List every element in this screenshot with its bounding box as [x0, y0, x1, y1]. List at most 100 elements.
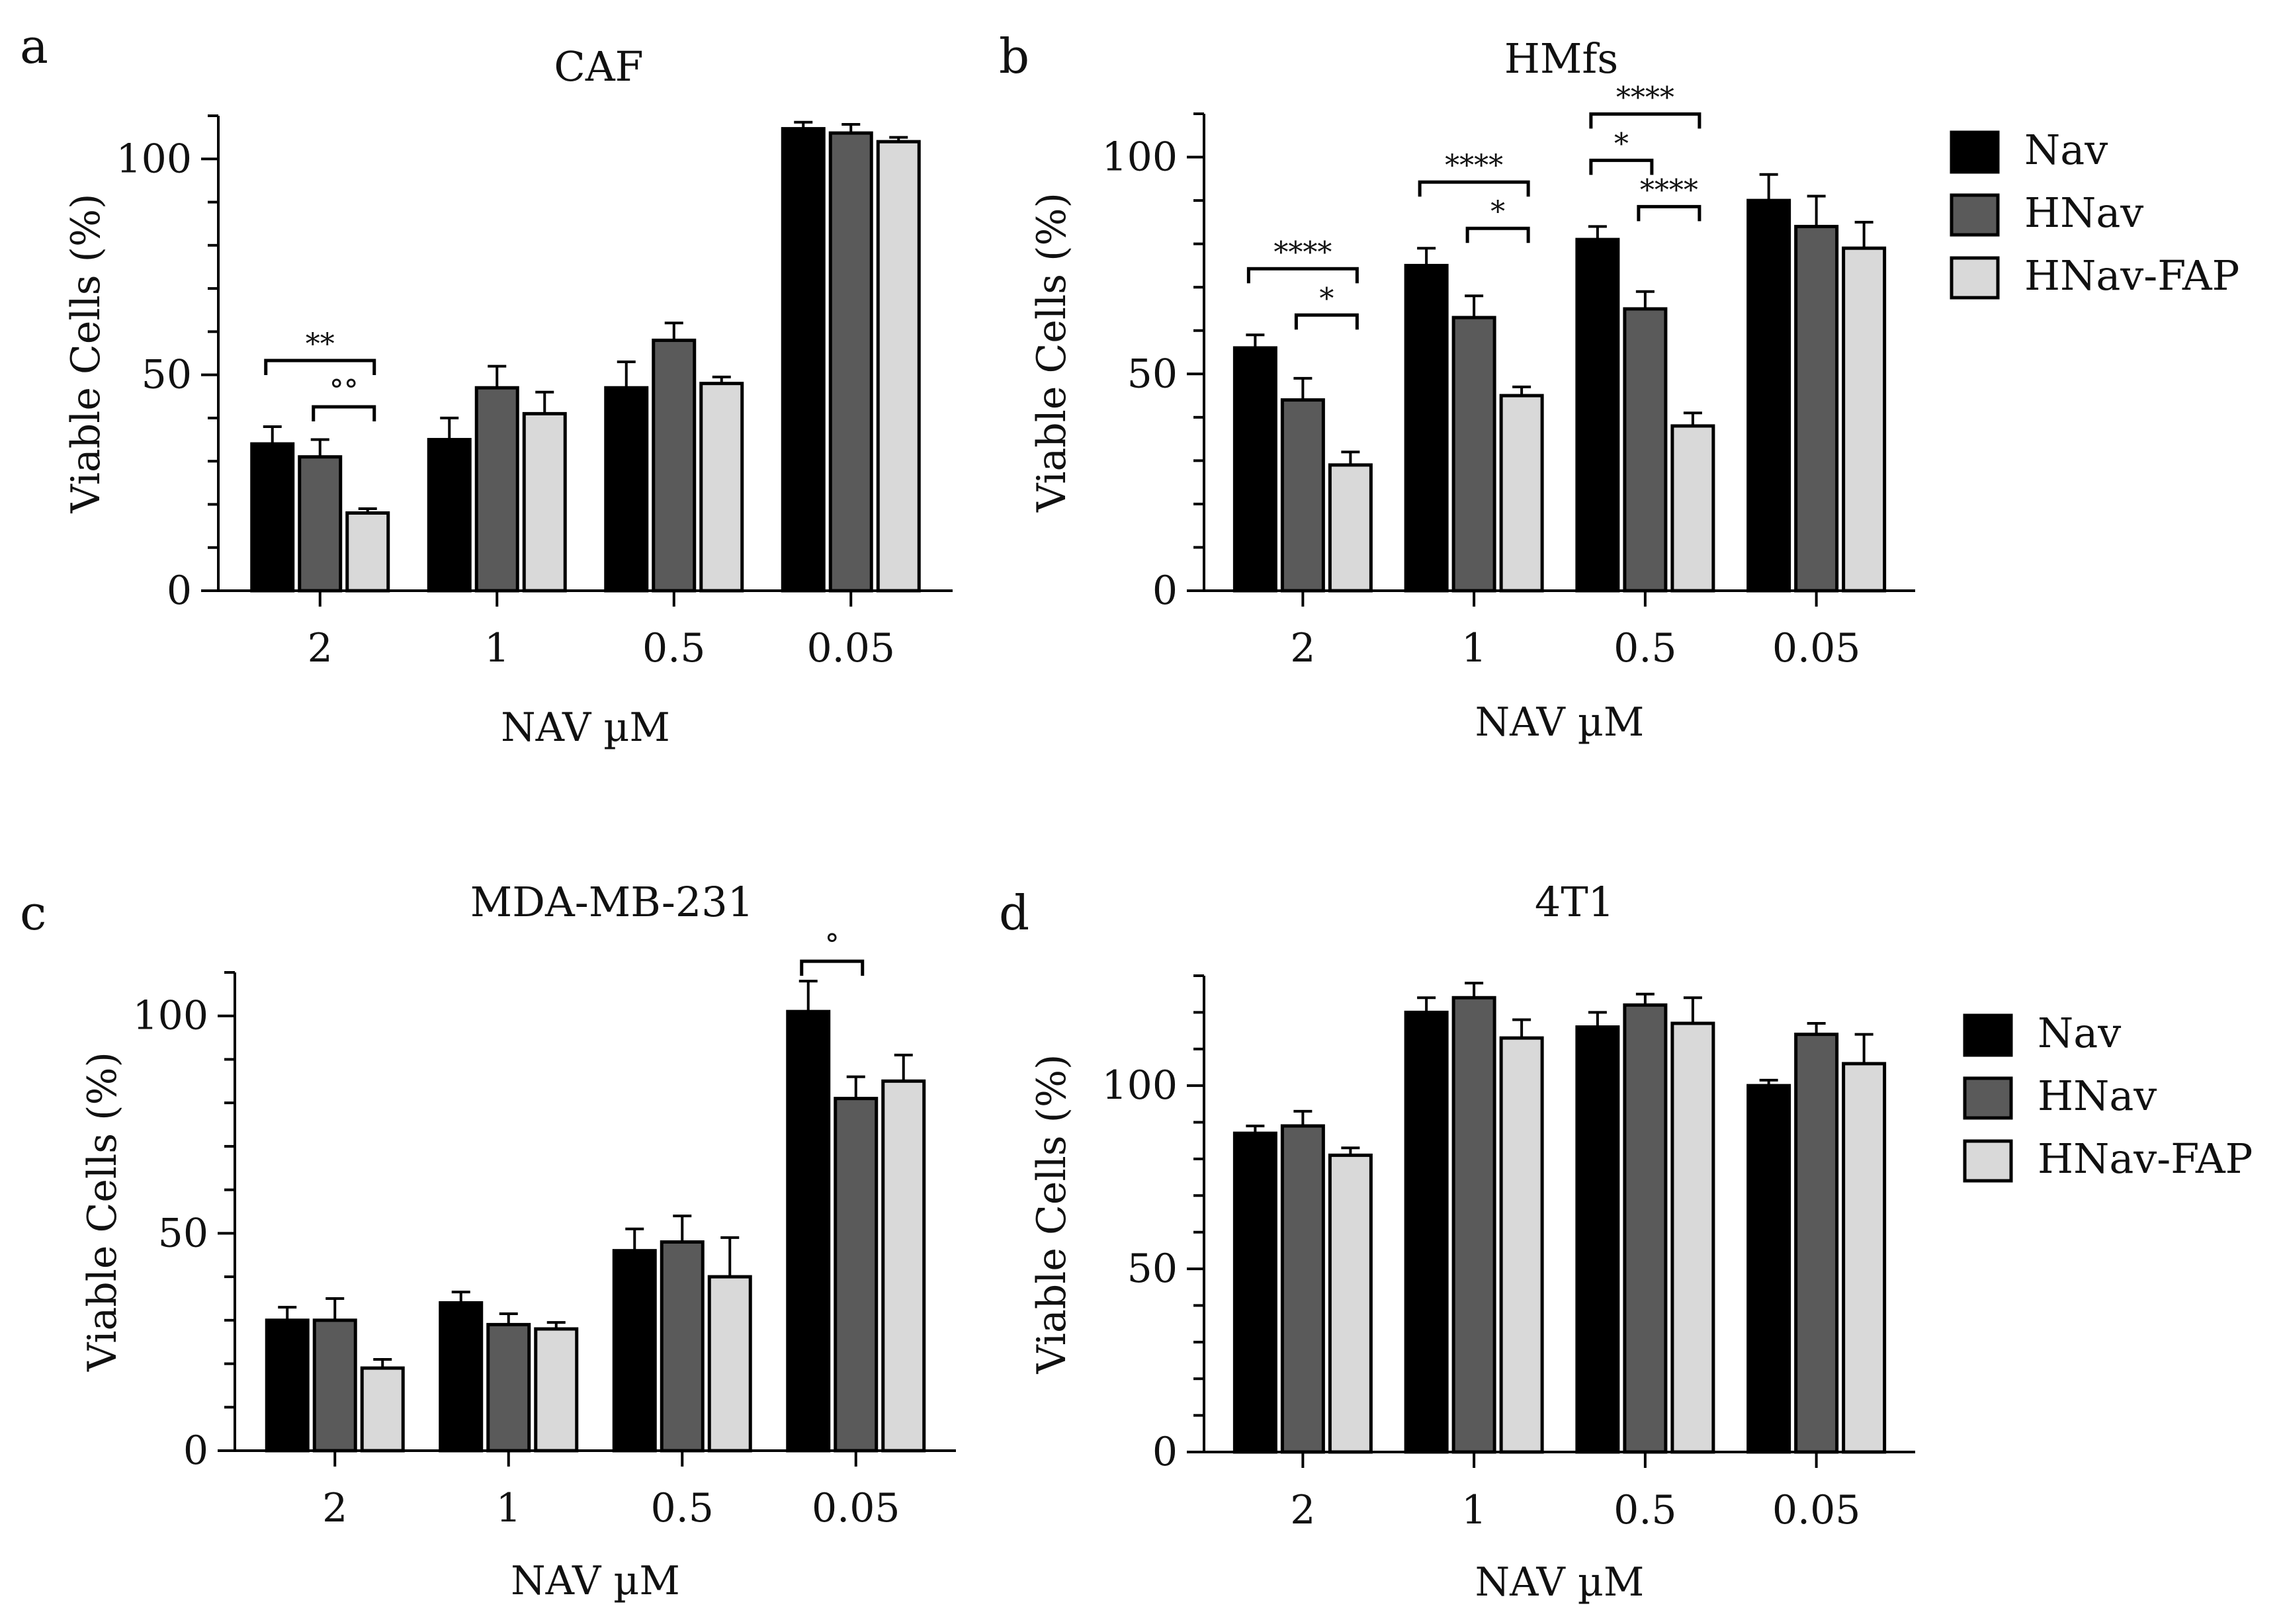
bar: [834, 1097, 879, 1453]
bar: [1746, 1084, 1791, 1454]
significance-bracket: [312, 405, 376, 421]
y-tick-label: 50: [1127, 351, 1178, 397]
bar: [1575, 1025, 1620, 1454]
bar: [1328, 1153, 1373, 1454]
bar: [612, 1249, 657, 1453]
x-axis-label: NAV µM: [1475, 1559, 1645, 1605]
bar: [707, 1275, 752, 1453]
bar: [604, 386, 649, 593]
bar: [1280, 398, 1325, 593]
chart-title: MDA-MB-231: [470, 878, 754, 926]
x-tick-label: 1: [1461, 1487, 1486, 1533]
x-tick-label: 0.5: [1614, 625, 1676, 671]
bar: [660, 1240, 705, 1453]
significance-label: ****: [1640, 173, 1698, 207]
legend-swatch: [1950, 256, 2000, 300]
x-tick-label: 2: [1290, 1487, 1315, 1533]
bar: [1404, 1010, 1449, 1454]
bar: [1670, 1021, 1715, 1454]
significance-bracket: [264, 359, 376, 375]
panel-letter: a: [20, 19, 48, 74]
legend-label: HNav: [2024, 189, 2143, 237]
bar: [1575, 237, 1620, 593]
x-axis-label: NAV µM: [1475, 699, 1645, 746]
bar: [312, 1318, 357, 1453]
x-tick-label: 0.05: [1772, 1487, 1861, 1533]
panel-d: d 4T1 0 50 100 Viable Cells (%) NAV µM 2 1 0.5 0.0…: [999, 878, 2253, 1605]
x-axis-label: NAV µM: [501, 705, 670, 751]
significance-bracket: [1465, 226, 1530, 243]
x-tick-label: 2: [322, 1485, 347, 1531]
significance-label: *: [1319, 282, 1334, 316]
significance-label: *: [1614, 127, 1629, 161]
x-tick-label: 0.5: [642, 625, 705, 671]
bar: [1842, 246, 1887, 593]
bar: [486, 1322, 531, 1453]
x-tick-label: 2: [308, 625, 333, 671]
bar: [1746, 198, 1791, 593]
panel-letter: c: [20, 885, 46, 941]
significance-label: °°: [329, 374, 359, 407]
legend-swatch: [1950, 193, 2000, 237]
x-tick-label: 0.5: [1614, 1487, 1676, 1533]
bar: [1280, 1124, 1325, 1454]
significance-bracket: [1294, 313, 1359, 330]
x-tick-label: 0.05: [1772, 625, 1861, 671]
significance-bracket: [1589, 158, 1654, 175]
x-tick-label: 0.05: [812, 1485, 900, 1531]
legend-label: Nav: [2024, 126, 2108, 174]
x-tick-label: 1: [496, 1485, 521, 1531]
y-tick-label: 0: [183, 1428, 208, 1474]
bar: [828, 131, 873, 593]
bar: [427, 438, 472, 593]
significance-label: ****: [1273, 235, 1332, 269]
y-tick-label: 0: [167, 568, 192, 614]
y-tick-label: 0: [1152, 1429, 1178, 1475]
bar: [345, 511, 390, 593]
y-axis-label: Viable Cells (%): [1029, 1054, 1075, 1375]
bar: [876, 140, 921, 593]
x-tick-label: 2: [1290, 625, 1315, 671]
y-tick-label: 100: [1101, 134, 1178, 181]
chart-title: CAF: [554, 42, 643, 91]
significance-bracket: [1589, 112, 1701, 129]
y-tick-label: 0: [1152, 568, 1178, 614]
bar: [1794, 224, 1839, 593]
legend-label: Nav: [2038, 1009, 2121, 1057]
bar: [1451, 316, 1496, 593]
y-tick-label: 50: [158, 1210, 208, 1256]
bar: [298, 455, 343, 593]
significance-label: *: [1490, 195, 1505, 229]
bar: [250, 442, 295, 593]
x-tick-label: 1: [484, 625, 509, 671]
y-tick-label: 100: [116, 136, 192, 182]
bar: [1328, 463, 1373, 593]
panel-b: b HMfs 0 50 100 Viable Cells (%) NAV µM 2 1 0.5 0.…: [999, 28, 2239, 746]
bar: [1404, 263, 1449, 593]
y-tick-label: 100: [132, 993, 208, 1039]
significance-label: °: [825, 928, 840, 962]
legend-swatch: [1950, 130, 2000, 174]
bar: [1794, 1033, 1839, 1454]
significance-label: **: [306, 327, 335, 361]
significance-bracket: [800, 959, 865, 976]
legend-swatch: [1963, 1013, 2013, 1057]
significance-bracket: [1637, 204, 1701, 222]
y-axis-label: Viable Cells (%): [63, 194, 109, 514]
panel-letter: d: [999, 885, 1029, 941]
chart-title: 4T1: [1535, 878, 1614, 926]
chart-title: HMfs: [1504, 34, 1618, 83]
bar: [360, 1366, 405, 1453]
significance-label: ****: [1616, 81, 1674, 114]
bar: [1232, 1131, 1277, 1454]
x-tick-label: 1: [1461, 625, 1486, 671]
y-tick-label: 50: [142, 352, 192, 398]
bar: [1670, 424, 1715, 593]
bar: [522, 411, 567, 593]
bar: [781, 127, 826, 593]
bar: [699, 382, 744, 593]
panel-letter: b: [999, 28, 1029, 84]
